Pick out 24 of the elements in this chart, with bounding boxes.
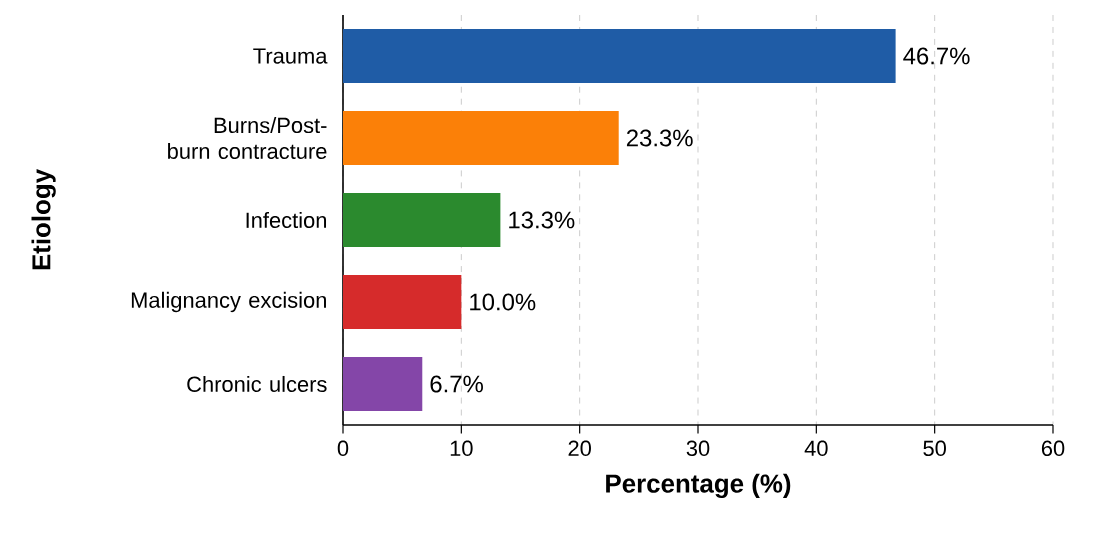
x-tick-label: 20: [568, 440, 591, 457]
bar: [343, 274, 462, 330]
x-tick-label: 40: [804, 440, 828, 457]
data-label: 6.7%: [430, 375, 483, 393]
y-axis-title: Etiology: [31, 169, 56, 270]
x-tick-label: 30: [686, 440, 710, 457]
data-label: 46.7%: [903, 47, 970, 65]
x-axis-title: Percentage (%): [606, 473, 791, 499]
bar: [343, 356, 423, 412]
y-tick-label: Malignancy excision: [131, 291, 326, 313]
data-label: 23.3%: [626, 129, 693, 147]
y-tick-label: Chronic ulcers: [187, 375, 327, 393]
y-tick-label: Trauma: [253, 48, 328, 64]
y-tick-label: Burns/Post-burn contracture: [168, 117, 327, 160]
bar: [343, 28, 896, 84]
data-label: 13.3%: [509, 211, 575, 229]
x-tick-label: 60: [1041, 440, 1065, 457]
x-tick-label: 0: [337, 440, 349, 457]
bar: [343, 192, 501, 248]
x-tick-label: 10: [450, 440, 473, 457]
x-tick-label: 50: [923, 440, 946, 457]
bar: [343, 110, 619, 166]
data-label: 10.0%: [470, 293, 536, 311]
y-tick-label: Infection: [246, 211, 327, 229]
